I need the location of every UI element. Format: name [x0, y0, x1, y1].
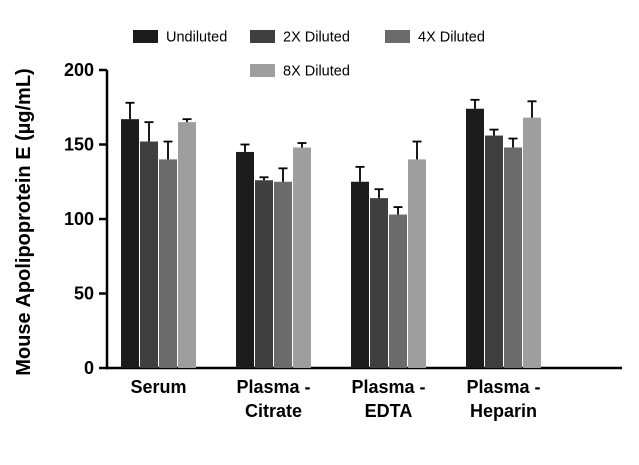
x-category-label: Citrate — [245, 401, 302, 421]
legend-swatch — [250, 30, 275, 43]
legend-label: Undiluted — [166, 30, 227, 46]
bar — [408, 159, 426, 368]
y-tick-label: 0 — [84, 358, 94, 378]
bar — [255, 180, 273, 368]
bar — [293, 147, 311, 368]
y-tick-label: 200 — [64, 60, 94, 80]
bar — [159, 159, 177, 368]
bar — [523, 117, 541, 369]
legend-label: 2X Diluted — [283, 30, 350, 46]
x-category-label: Heparin — [470, 401, 537, 421]
x-category-label: Plasma - — [236, 377, 310, 397]
x-category-label: Plasma - — [466, 377, 540, 397]
legend-label: 4X Diluted — [418, 30, 485, 46]
x-category-label: EDTA — [365, 401, 413, 421]
bar — [466, 108, 484, 369]
bar — [351, 181, 369, 368]
bar — [121, 119, 139, 368]
bar — [485, 135, 503, 368]
bar — [504, 147, 522, 368]
y-tick-label: 50 — [74, 284, 94, 304]
legend-swatch — [133, 30, 158, 43]
bar — [236, 151, 254, 368]
legend: Undiluted 2X Diluted 4X Diluted 8X Diluted — [133, 30, 485, 80]
bar — [370, 198, 388, 368]
y-tick-label: 150 — [64, 135, 94, 155]
legend-label: 8X Diluted — [283, 64, 350, 80]
legend-swatch — [250, 64, 275, 77]
bar — [178, 122, 196, 369]
bar — [140, 141, 158, 368]
x-category-label: Serum — [130, 377, 186, 397]
legend-swatch — [385, 30, 410, 43]
y-tick-label: 100 — [64, 209, 94, 229]
plot-area: 0 50 100 150 200 Serum Plasma - Citrate Plasma -… — [64, 60, 622, 421]
bar — [389, 214, 407, 368]
y-axis-title: Mouse Apolipoprotein E (µg/mL) — [13, 68, 35, 375]
bar — [274, 181, 292, 368]
x-category-label: Plasma - — [351, 377, 425, 397]
